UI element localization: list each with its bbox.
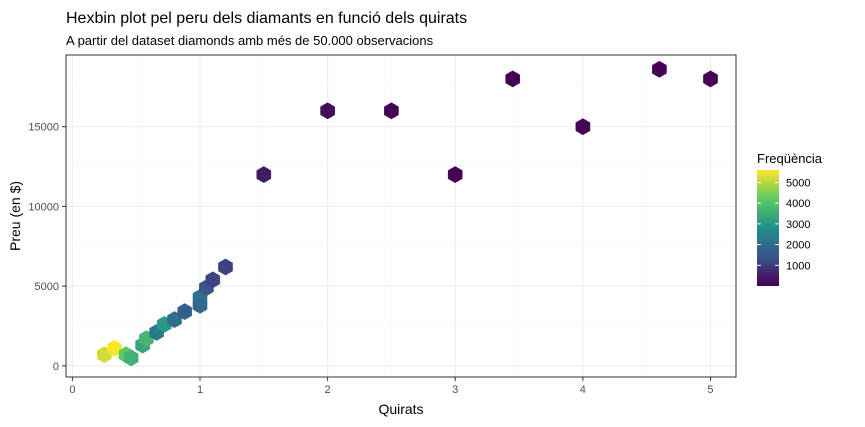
- legend-title: Freqüència: [757, 151, 823, 166]
- legend-tick-label: 1000: [786, 260, 810, 272]
- grid-lines: [66, 55, 736, 377]
- x-tick-label: 0: [69, 384, 75, 396]
- legend: Freqüència 1000 2000 3000 4000 5000: [757, 151, 823, 286]
- hexbin-cell: [192, 296, 208, 314]
- y-tick-label: 5000: [35, 281, 59, 293]
- y-axis-label: Preu (en $): [7, 181, 23, 251]
- legend-tick-label: 4000: [786, 198, 810, 210]
- hexbin-cell: [218, 258, 233, 276]
- hexbin-cell: [256, 166, 272, 184]
- hexbin-cell: [107, 339, 122, 357]
- hexbin-cell: [205, 271, 221, 289]
- x-axis-label: Quirats: [378, 401, 423, 417]
- hexbin-cell: [652, 60, 667, 78]
- hexbin-cell: [703, 70, 718, 88]
- hexbin-cell: [123, 349, 139, 367]
- legend-ticks: 1000 2000 3000 4000 5000: [757, 177, 810, 272]
- legend-tick-label: 3000: [786, 219, 810, 231]
- x-tick-label: 4: [580, 384, 586, 396]
- hexbin-cell: [505, 70, 520, 88]
- hexbin-cell: [384, 102, 399, 120]
- x-tick-label: 2: [325, 384, 331, 396]
- hexbin-cell: [575, 118, 591, 136]
- chart-subtitle: A partir del dataset diamonds amb més de…: [66, 33, 434, 48]
- legend-tick-label: 2000: [786, 240, 810, 252]
- chart-title: Hexbin plot pel peru dels diamants en fu…: [66, 10, 467, 27]
- hexbin-cell: [177, 303, 193, 321]
- hexbin-cell: [447, 166, 463, 184]
- y-tick-label: 0: [53, 361, 59, 373]
- hexbin-layer: [96, 60, 718, 367]
- y-tick-label: 15000: [28, 122, 59, 134]
- plot-border: [65, 54, 737, 378]
- y-tick-label: 10000: [28, 201, 59, 213]
- x-tick-label: 5: [707, 384, 713, 396]
- legend-tick-label: 5000: [786, 177, 810, 189]
- y-axis: 0 5000 10000 15000: [28, 122, 66, 373]
- x-tick-label: 1: [197, 384, 203, 396]
- x-tick-label: 3: [452, 384, 458, 396]
- hexbin-cell: [320, 102, 335, 120]
- legend-colorbar: [757, 170, 779, 286]
- x-axis: 0 1 2 3 4 5: [69, 377, 714, 396]
